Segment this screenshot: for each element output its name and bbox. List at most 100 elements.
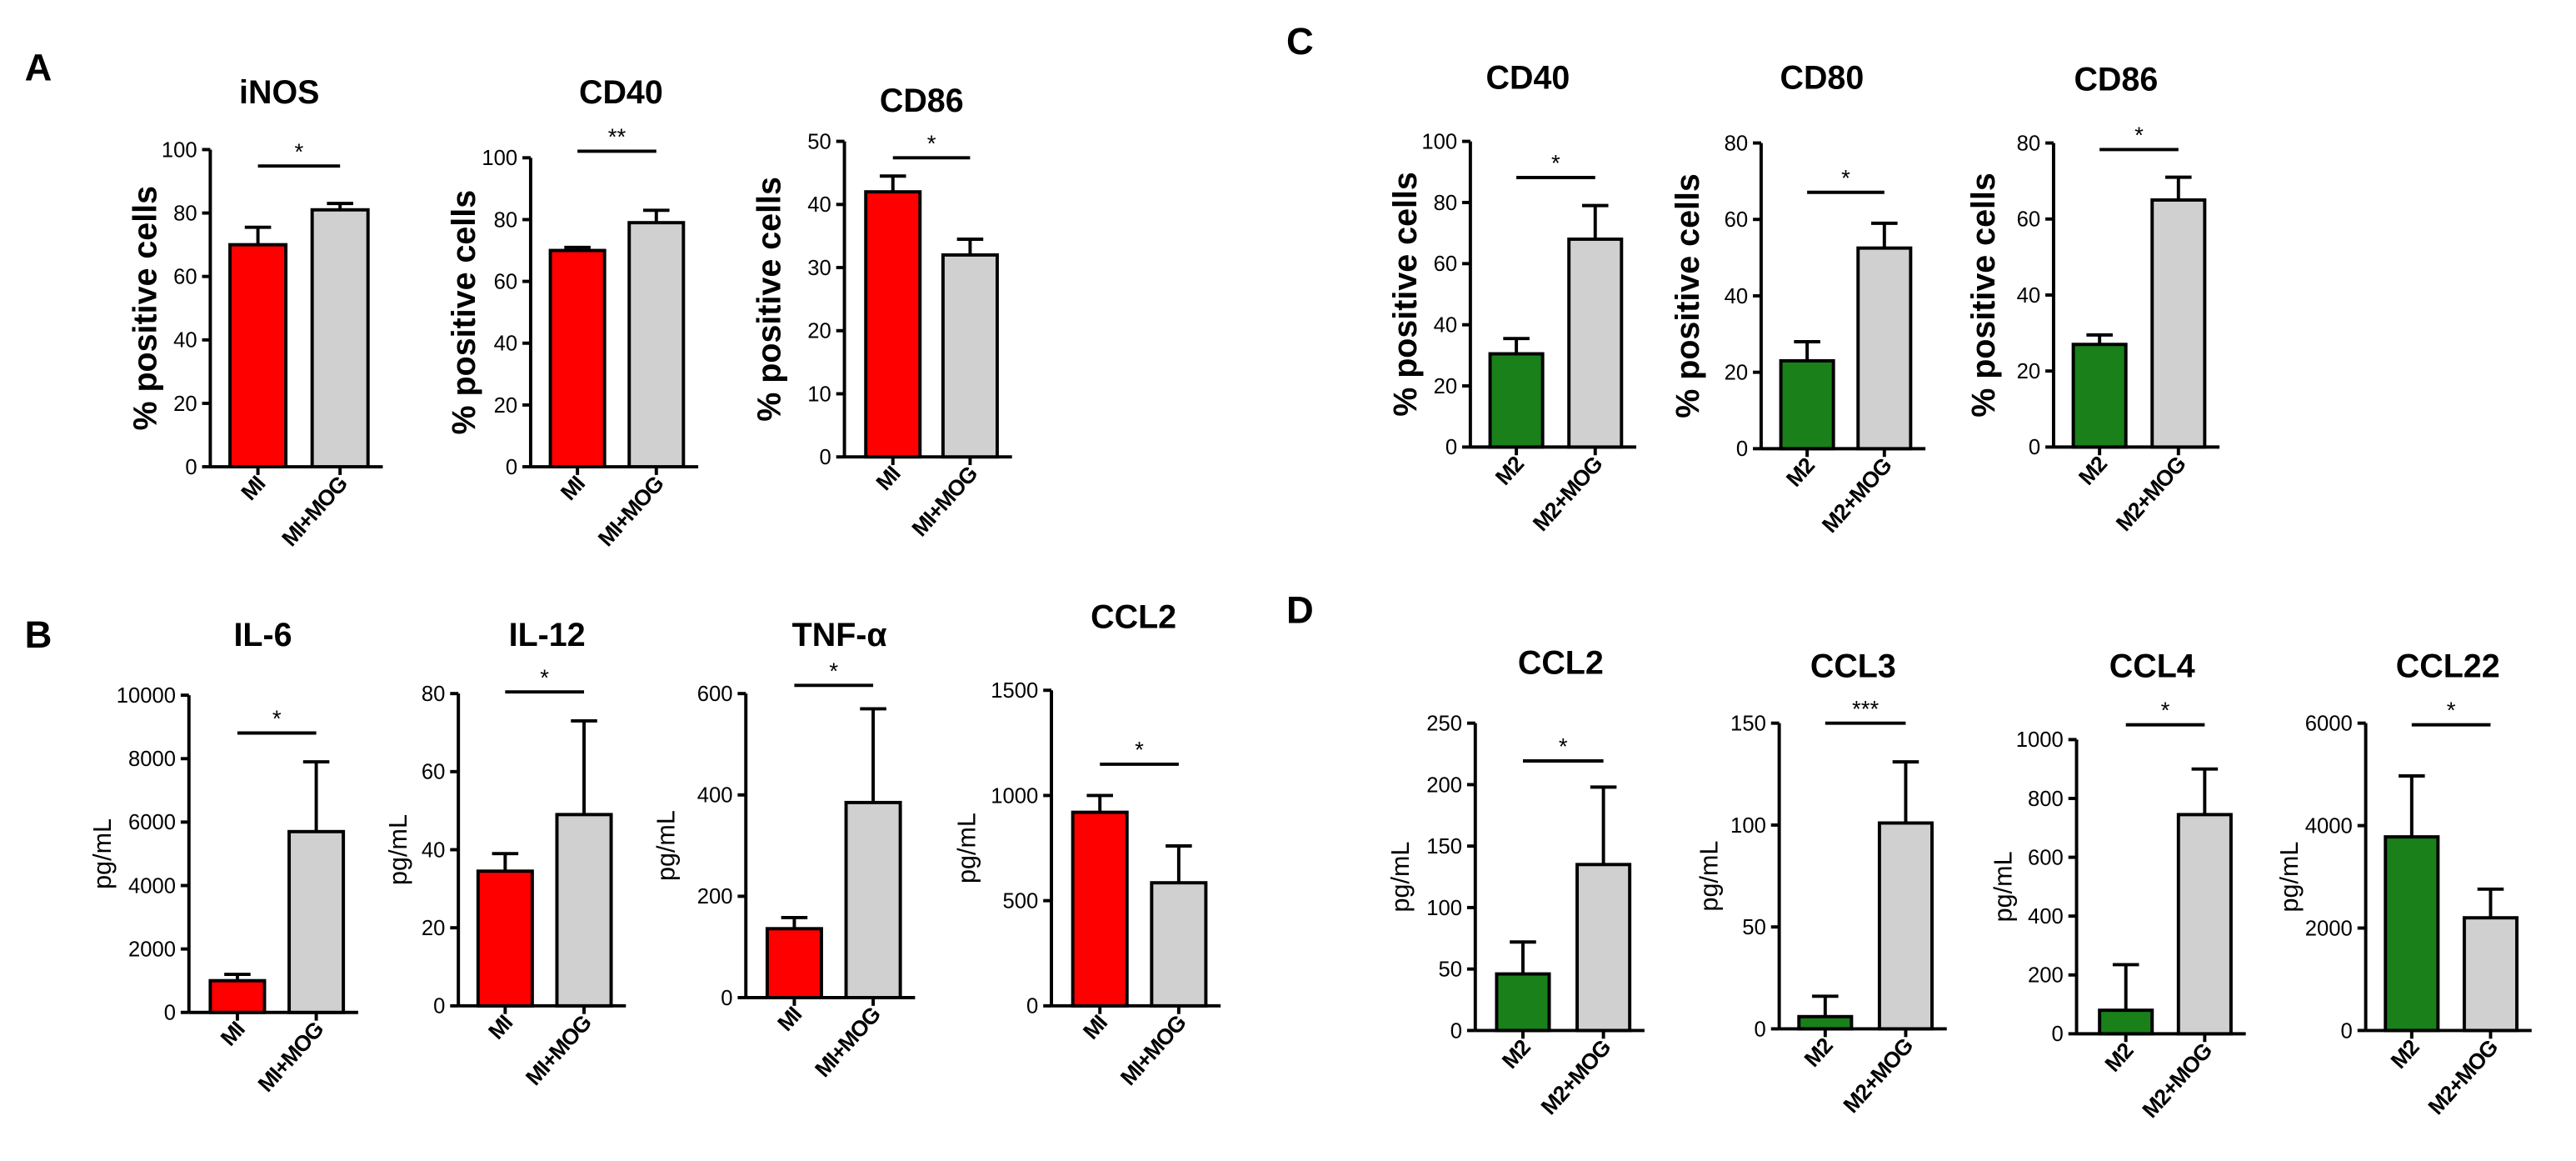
x-tick-label: M2 xyxy=(2100,1038,2139,1077)
y-tick-label: 100 xyxy=(1426,897,1462,920)
y-tick-label: 200 xyxy=(697,885,733,908)
y-tick-label: 0 xyxy=(820,446,831,469)
y-axis-label: pg/mL xyxy=(384,814,412,885)
x-tick-label: MI xyxy=(556,472,589,505)
y-tick-label: 40 xyxy=(1725,285,1749,308)
y-tick-label: 80 xyxy=(422,683,446,706)
y-tick-label: 20 xyxy=(2017,360,2041,383)
chart-b-tnf-alpha: TNF-α pg/mL 0 200 400 600 MI MI+MOG * xyxy=(651,617,916,1082)
chart-b-il-12: IL-12 pg/mL 0 20 40 60 80 MI MI+MOG * xyxy=(384,617,627,1090)
x-tick-label: M2+MOG xyxy=(1839,1033,1919,1118)
y-tick-label: 60 xyxy=(494,270,518,293)
significance-marker: * xyxy=(295,138,304,164)
panel-label-a: A xyxy=(25,47,52,89)
chart-c-cd40: CD40 % positive cells 0 20 40 60 80 100 M2 M2+MOG… xyxy=(1387,59,1637,536)
y-tick-label: 80 xyxy=(1725,132,1749,155)
y-tick-label: 0 xyxy=(1736,438,1748,461)
y-axis-label: pg/mL xyxy=(1989,851,2018,922)
x-tick-label: MI+MOG xyxy=(1116,1010,1191,1090)
y-tick-label: 150 xyxy=(1426,835,1462,858)
x-tick-label: MI+MOG xyxy=(906,461,982,541)
bar-m2-mog xyxy=(2462,916,2519,1033)
y-tick-label: 80 xyxy=(2017,132,2041,155)
significance-marker: * xyxy=(1559,733,1568,759)
chart-title: CCL3 xyxy=(1810,648,1896,684)
x-tick-label: MI xyxy=(483,1010,517,1043)
bar-mi xyxy=(208,978,267,1014)
y-tick-label: 1000 xyxy=(2016,728,2064,752)
chart-title: iNOS xyxy=(239,74,319,111)
y-tick-label: 0 xyxy=(1755,1018,1766,1041)
significance-marker: * xyxy=(1135,737,1144,763)
significance-marker: * xyxy=(1551,150,1560,176)
y-axis-label: % positive cells xyxy=(127,186,163,431)
x-tick-label: M2+MOG xyxy=(1817,453,1897,538)
chart-title: CD40 xyxy=(579,74,663,111)
bar-mi xyxy=(476,869,534,1008)
y-tick-label: 400 xyxy=(2028,905,2064,928)
bar-m2-mog xyxy=(1575,863,1632,1033)
y-tick-label: 6000 xyxy=(2305,713,2353,736)
y-tick-label: 2000 xyxy=(128,938,176,961)
y-axis-label: pg/mL xyxy=(1695,841,1724,912)
y-tick-label: 100 xyxy=(1421,130,1457,153)
y-tick-label: 0 xyxy=(2051,1023,2063,1046)
y-axis-label: % positive cells xyxy=(751,177,788,422)
chart-title: TNF-α xyxy=(792,617,887,653)
y-tick-label: 10000 xyxy=(117,684,176,708)
y-tick-label: 60 xyxy=(1725,208,1749,232)
y-tick-label: 20 xyxy=(422,917,446,940)
y-tick-label: 600 xyxy=(697,683,733,706)
y-tick-label: 60 xyxy=(422,761,446,784)
y-tick-label: 60 xyxy=(2017,208,2041,232)
x-tick-label: MI xyxy=(871,462,905,495)
chart-d-ccl4: CCL4 pg/mL 0 200 400 600 800 1000 M2 M2+MOG * xyxy=(1989,648,2246,1123)
chart-title: CD40 xyxy=(1486,59,1570,96)
bar-mi-mog xyxy=(555,813,613,1008)
y-tick-label: 150 xyxy=(1730,713,1766,736)
y-tick-label: 600 xyxy=(2028,846,2064,869)
significance-marker: *** xyxy=(1852,696,1879,722)
y-tick-label: 0 xyxy=(721,987,732,1010)
bar-m2-mog xyxy=(1567,237,1624,449)
y-axis-label: pg/mL xyxy=(2275,842,2304,913)
bar-m2-mog xyxy=(2176,813,2233,1036)
chart-title: CCL4 xyxy=(2109,648,2195,684)
y-tick-label: 20 xyxy=(494,394,518,418)
y-axis-label: pg/mL xyxy=(651,810,680,881)
y-tick-label: 0 xyxy=(506,456,517,479)
x-tick-label: MI+MOG xyxy=(810,1002,886,1082)
bar-mi-mog xyxy=(844,800,902,999)
x-tick-label: MI+MOG xyxy=(277,471,352,551)
y-tick-label: 40 xyxy=(2017,284,2041,308)
y-tick-label: 1000 xyxy=(991,784,1038,808)
chart-title: CD86 xyxy=(880,83,964,119)
x-tick-label: M2 xyxy=(1497,1035,1535,1073)
chart-d-ccl2: CCL2 pg/mL 0 50 100 150 200 250 M2 M2+MOG * xyxy=(1386,645,1645,1119)
bar-mi-mog xyxy=(287,829,346,1014)
bar-m2 xyxy=(2071,343,2128,449)
y-axis-label: pg/mL xyxy=(1386,842,1415,913)
x-tick-label: MI+MOG xyxy=(593,471,669,551)
panel-label-c: C xyxy=(1286,20,1314,63)
y-tick-label: 0 xyxy=(185,456,197,479)
y-tick-label: 80 xyxy=(1434,192,1458,215)
y-tick-label: 0 xyxy=(1450,1019,1462,1043)
y-tick-label: 40 xyxy=(494,333,518,356)
x-tick-label: MI+MOG xyxy=(521,1010,597,1090)
significance-marker: * xyxy=(1841,165,1850,191)
y-tick-label: 6000 xyxy=(128,811,176,834)
chart-a-cd40: CD40 % positive cells 0 20 40 60 80 100 MI MI+MOG… xyxy=(446,74,699,551)
bar-m2 xyxy=(1779,358,1835,451)
y-tick-label: 100 xyxy=(482,147,517,170)
bar-m2-mog xyxy=(1877,821,1934,1031)
y-tick-label: 80 xyxy=(173,202,197,225)
significance-marker: * xyxy=(2447,698,2456,723)
panel-label-b: B xyxy=(25,613,52,656)
y-tick-label: 100 xyxy=(162,138,197,162)
y-tick-label: 0 xyxy=(1026,995,1038,1018)
chart-b-il-6: IL-6 pg/mL 0 2000 4000 6000 8000 10000 MI MI+MOG * xyxy=(88,617,358,1097)
bar-m2-mog xyxy=(2150,198,2207,449)
y-tick-label: 20 xyxy=(807,320,831,343)
